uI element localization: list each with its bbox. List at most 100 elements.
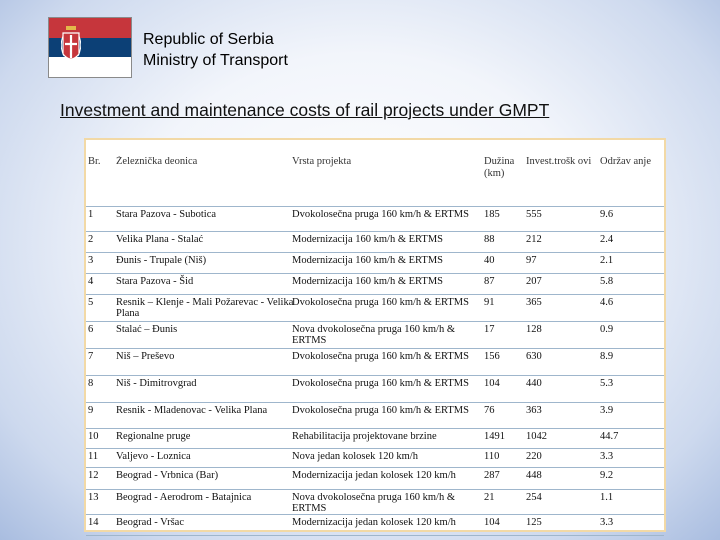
row-section: Regionalne pruge — [116, 431, 191, 442]
row-project-type: Rehabilitacija projektovane brzine — [292, 431, 437, 442]
row-number: 13 — [88, 492, 99, 503]
row-number: 4 — [88, 276, 94, 287]
row-project-type: Dvokolosečna pruga 160 km/h & ERTMS — [292, 351, 469, 362]
table-row: 6 Stalać – Đunis Nova dvokolosečna pruga 1… — [86, 321, 664, 349]
row-maintenance: 0.9 — [600, 324, 614, 335]
row-length: 76 — [484, 405, 495, 416]
header-section: Železnička deonica — [116, 156, 198, 167]
table-row: 14 Beograd - Vršac Modernizacija jedan kol… — [86, 514, 664, 536]
row-section: Beograd - Aerodrom - Batajnica — [116, 492, 252, 503]
table-row: 3 Đunis - Trupale (Niš) Modernizacija 160 … — [86, 252, 664, 274]
row-length: 156 — [484, 351, 500, 362]
row-investment: 220 — [526, 451, 542, 462]
row-project-type: Modernizacija 160 km/h & ERTMS — [292, 234, 444, 245]
header-maintenance: Održav anje — [600, 156, 652, 167]
row-investment: 254 — [526, 492, 542, 503]
row-length: 17 — [484, 324, 495, 335]
row-section: Beograd - Vrbnica (Bar) — [116, 470, 219, 481]
row-maintenance: 3.9 — [600, 405, 614, 416]
header-project-type: Vrsta projekta — [292, 156, 352, 167]
row-maintenance: 9.6 — [600, 209, 614, 220]
row-project-type: Nova dvokolosečna pruga 160 km/h & ERTMS — [292, 492, 456, 514]
table-row: 13 Beograd - Aerodrom - Batajnica Nova dvo… — [86, 489, 664, 515]
row-investment: 365 — [526, 297, 542, 308]
table-row: 5 Resnik – Klenje - Mali Požarevac - Veli… — [86, 294, 664, 322]
header-investment: Invest.trošk ovi — [526, 156, 592, 167]
header-length: Dužina (km) — [484, 156, 515, 179]
page-title: Investment and maintenance costs of rail… — [60, 100, 550, 120]
row-section: Beograd - Vršac — [116, 517, 184, 528]
row-project-type: Dvokolosečna pruga 160 km/h & ERTMS — [292, 405, 469, 416]
table-row: 8 Niš - Dimitrovgrad Dvokolosečna pruga 16… — [86, 375, 664, 403]
row-section: Đunis - Trupale (Niš) — [116, 255, 207, 266]
row-number: 5 — [88, 297, 94, 308]
row-number: 7 — [88, 351, 94, 362]
table-row: 4 Stara Pazova - Šid Modernizacija 160 km/… — [86, 273, 664, 295]
row-maintenance: 2.4 — [600, 234, 614, 245]
row-section: Niš - Dimitrovgrad — [116, 378, 197, 389]
row-number: 9 — [88, 405, 94, 416]
row-number: 14 — [88, 517, 99, 528]
row-length: 104 — [484, 517, 500, 528]
row-project-type: Nova jedan kolosek 120 km/h — [292, 451, 418, 462]
row-section: Valjevo - Loznica — [116, 451, 191, 462]
table-row: 12 Beograd - Vrbnica (Bar) Modernizacija j… — [86, 467, 664, 490]
row-maintenance: 1.1 — [600, 492, 614, 503]
row-investment: 1042 — [526, 431, 547, 442]
row-investment: 125 — [526, 517, 542, 528]
row-investment: 555 — [526, 209, 542, 220]
row-section: Resnik – Klenje - Mali Požarevac - Velik… — [116, 297, 294, 319]
table-row: 9 Resnik - Mladenovac - Velika Plana Dvoko… — [86, 402, 664, 429]
table-row: 2 Velika Plana - Stalać Modernizacija 160 … — [86, 231, 664, 253]
header-number: Br. — [88, 156, 101, 167]
row-length: 185 — [484, 209, 500, 220]
row-project-type: Modernizacija 160 km/h & ERTMS — [292, 255, 444, 266]
row-number: 10 — [88, 431, 99, 442]
row-project-type: Modernizacija jedan kolosek 120 km/h — [292, 517, 456, 528]
row-project-type: Modernizacija jedan kolosek 120 km/h — [292, 470, 456, 481]
row-number: 3 — [88, 255, 94, 266]
row-length: 1491 — [484, 431, 505, 442]
row-section: Niš – Preševo — [116, 351, 175, 362]
projects-table: Br. Železnička deonica Vrsta projekta Du… — [84, 138, 666, 536]
coat-of-arms-icon — [61, 26, 81, 60]
row-length: 88 — [484, 234, 495, 245]
row-section: Resnik - Mladenovac - Velika Plana — [116, 405, 268, 416]
country-name: Republic of Serbia — [143, 31, 274, 48]
row-number: 12 — [88, 470, 99, 481]
row-maintenance: 3.3 — [600, 517, 614, 528]
row-number: 1 — [88, 209, 94, 220]
row-length: 287 — [484, 470, 500, 481]
row-length: 110 — [484, 451, 500, 462]
row-section: Stalać – Đunis — [116, 324, 178, 335]
row-investment: 363 — [526, 405, 542, 416]
table-row: 7 Niš – Preševo Dvokolosečna pruga 160 km/… — [86, 348, 664, 376]
row-project-type: Dvokolosečna pruga 160 km/h & ERTMS — [292, 378, 469, 389]
serbian-flag — [48, 17, 132, 78]
row-length: 21 — [484, 492, 495, 503]
row-project-type: Nova dvokolosečna pruga 160 km/h & ERTMS — [292, 324, 456, 346]
row-number: 11 — [88, 451, 99, 462]
row-maintenance: 3.3 — [600, 451, 614, 462]
row-section: Stara Pazova - Šid — [116, 276, 194, 287]
row-length: 40 — [484, 255, 495, 266]
row-number: 8 — [88, 378, 94, 389]
row-maintenance: 5.8 — [600, 276, 614, 287]
table-row: 11 Valjevo - Loznica Nova jedan kolosek 12… — [86, 448, 664, 468]
row-number: 2 — [88, 234, 94, 245]
table-header-row: Br. Železnička deonica Vrsta projekta Du… — [86, 156, 664, 196]
row-section: Velika Plana - Stalać — [116, 234, 204, 245]
row-investment: 207 — [526, 276, 542, 287]
row-project-type: Dvokolosečna pruga 160 km/h & ERTMS — [292, 209, 469, 220]
row-length: 104 — [484, 378, 500, 389]
row-investment: 97 — [526, 255, 537, 266]
ministry-header: Republic of Serbia Ministry of Transport — [143, 29, 288, 71]
row-length: 91 — [484, 297, 495, 308]
row-maintenance: 8.9 — [600, 351, 614, 362]
row-investment: 630 — [526, 351, 542, 362]
row-length: 87 — [484, 276, 495, 287]
row-investment: 448 — [526, 470, 542, 481]
row-investment: 440 — [526, 378, 542, 389]
row-maintenance: 2.1 — [600, 255, 614, 266]
row-maintenance: 44.7 — [600, 431, 619, 442]
